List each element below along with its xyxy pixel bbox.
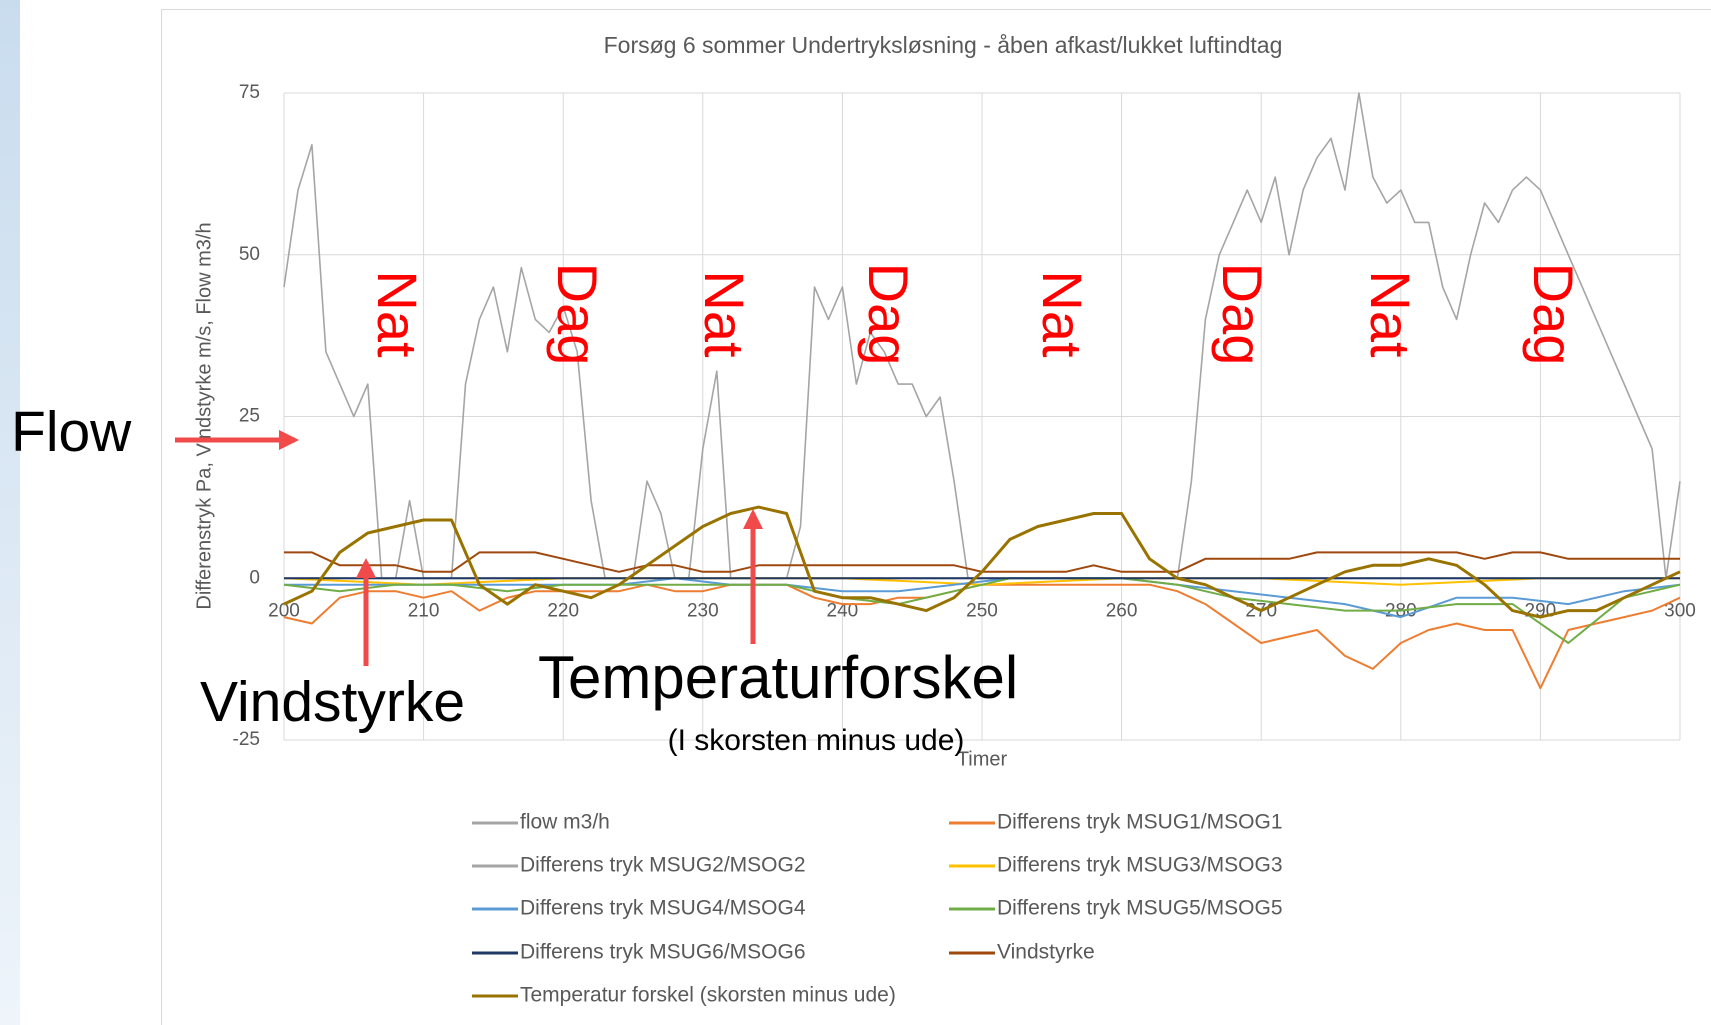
series-line (284, 577, 1681, 619)
y-axis-label: Differenstryk Pa, Vindstyrke m/s, Flow m… (193, 222, 215, 609)
y-tick-label: 0 (249, 567, 260, 588)
y-tick-label: 50 (239, 244, 260, 265)
callout-label: Flow (11, 400, 132, 464)
legend-label: Differens tryk MSUG4/MSOG4 (520, 897, 806, 920)
legend-label: Differens tryk MSUG6/MSOG6 (520, 941, 806, 964)
callout-label: (I skorsten minus ude) (668, 724, 965, 757)
y-tick-label: -25 (233, 729, 260, 750)
annotations: Nat Dag Nat Dag Nat Dag Nat Dag Flow Vindstyrke Te… (11, 263, 1585, 757)
legend: flow m3/h Differens tryk MSUG1/MSOG1 Diffe… (472, 811, 1283, 1007)
period-label: Nat (693, 270, 756, 358)
legend-label: Differens tryk MSUG2/MSOG2 (520, 854, 806, 877)
y-tick-label: 25 (239, 406, 260, 427)
x-tick-label: 300 (1664, 600, 1696, 621)
period-label: Dag (857, 263, 920, 366)
series-line (283, 577, 1681, 644)
x-tick-label: 220 (547, 600, 579, 621)
callout-label: Vindstyrke (200, 670, 465, 734)
y-tick-label: 75 (239, 82, 260, 103)
callout-label: Temperaturforskel (538, 644, 1018, 711)
x-tick-label: 260 (1106, 600, 1138, 621)
x-tick-label: 230 (687, 600, 719, 621)
x-tick-label: 200 (268, 600, 300, 621)
x-axis-label: Timer (957, 748, 1008, 770)
legend-label: Differens tryk MSUG1/MSOG1 (997, 811, 1283, 834)
period-label: Nat (366, 270, 429, 358)
period-label: Nat (1031, 270, 1094, 358)
x-tick-label: 250 (966, 600, 998, 621)
x-tick-label: 240 (827, 600, 859, 621)
period-label: Dag (1211, 263, 1274, 366)
legend-label: Differens tryk MSUG5/MSOG5 (997, 897, 1283, 920)
side-strip (0, 0, 20, 1025)
legend-label: flow m3/h (520, 811, 610, 834)
period-label: Nat (1359, 270, 1422, 358)
plot (283, 92, 1681, 690)
chart-title: Forsøg 6 sommer Undertryksløsning - åben… (604, 32, 1283, 58)
x-tick-label: 210 (408, 600, 440, 621)
chart-frame (161, 9, 1711, 1025)
legend-label: Differens tryk MSUG3/MSOG3 (997, 854, 1283, 877)
period-label: Dag (546, 263, 609, 366)
series-line (283, 505, 1681, 619)
legend-label: Vindstyrke (997, 941, 1095, 964)
period-label: Dag (1522, 263, 1585, 366)
legend-label: Temperatur forskel (skorsten minus ude) (520, 984, 896, 1007)
